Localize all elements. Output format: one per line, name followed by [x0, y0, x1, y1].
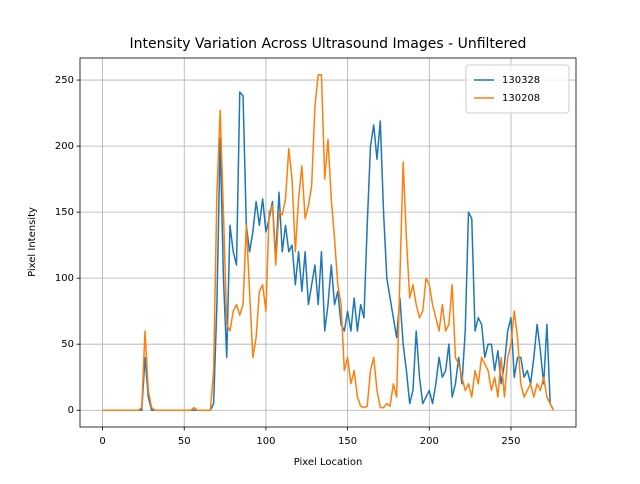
- x-tick-label: 150: [338, 436, 357, 447]
- x-axis-label: Pixel Location: [294, 457, 363, 468]
- x-tick-label: 100: [256, 436, 275, 447]
- chart-title: Intensity Variation Across Ultrasound Im…: [130, 36, 527, 52]
- x-tick-label: 0: [99, 436, 105, 447]
- y-tick-label: 100: [55, 273, 74, 284]
- legend-box: [465, 64, 570, 114]
- legend-label: 130328: [502, 75, 540, 86]
- x-tick-label: 250: [501, 436, 520, 447]
- x-tick-label: 50: [178, 436, 191, 447]
- y-tick-label: 150: [55, 207, 74, 218]
- y-tick-label: 250: [55, 75, 74, 86]
- y-axis-label: Pixel Intensity: [27, 207, 38, 277]
- legend-label: 130208: [502, 93, 540, 104]
- plot-frame: [79, 57, 577, 428]
- y-tick-label: 0: [68, 405, 74, 416]
- x-tick-label: 200: [420, 436, 439, 447]
- data-line: [102, 74, 555, 411]
- y-tick-label: 50: [61, 339, 74, 350]
- y-tick-label: 200: [55, 141, 74, 152]
